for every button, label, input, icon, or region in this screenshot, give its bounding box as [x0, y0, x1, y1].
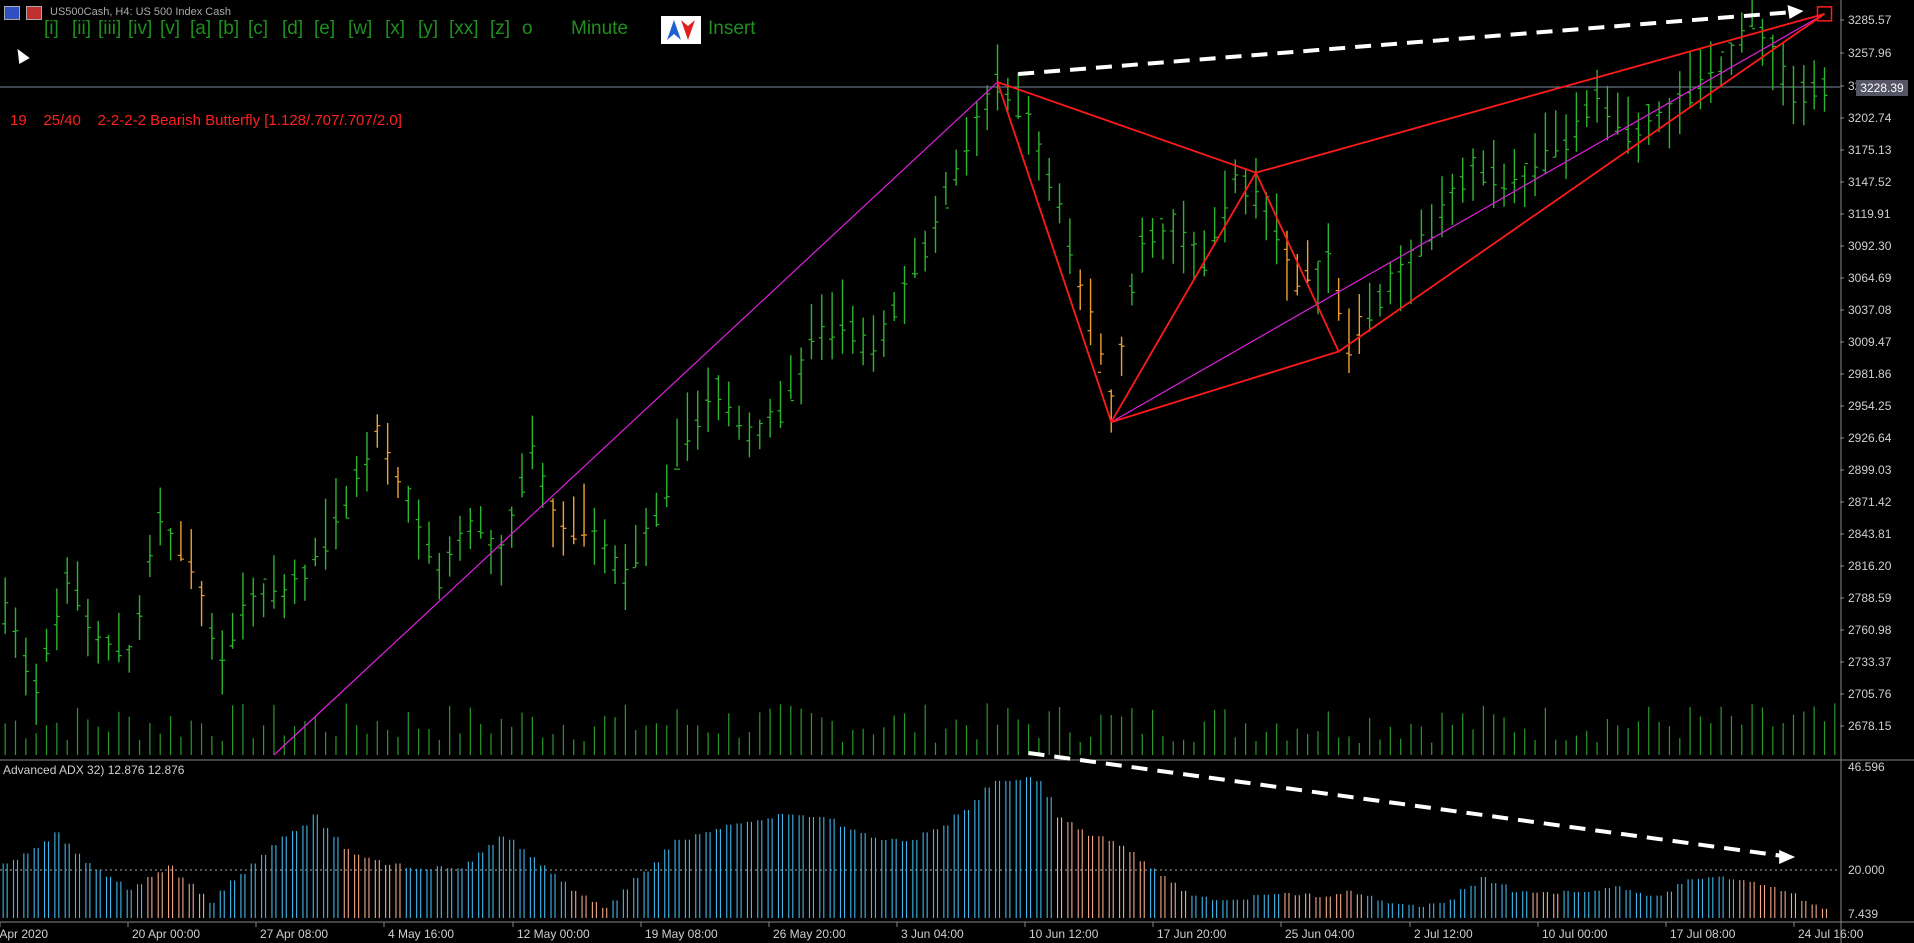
price-tick-label: 2788.59: [1848, 591, 1892, 605]
price-tick-label: 3202.74: [1848, 111, 1892, 125]
time-tick-label: 25 Jun 04:00: [1285, 927, 1355, 941]
price-tick-label: 2954.25: [1848, 399, 1892, 413]
insert-mode-icon[interactable]: [661, 16, 701, 44]
wave-label-button[interactable]: [w]: [348, 18, 373, 39]
time-tick-label: 26 May 20:00: [773, 927, 846, 941]
time-tick-label: 2 Jul 12:00: [1414, 927, 1473, 941]
wave-label-button[interactable]: [iii]: [98, 18, 122, 39]
pattern-label: 19 25/40 2-2-2-2 Bearish Butterfly [1.12…: [10, 112, 402, 129]
time-tick-label: 10 Jul 00:00: [1542, 927, 1608, 941]
time-tick-label: 10 Jun 12:00: [1029, 927, 1099, 941]
arrow-head-icon: [1787, 5, 1804, 19]
price-tick-label: 3257.96: [1848, 46, 1892, 60]
wave-label-button[interactable]: [b]: [218, 18, 240, 39]
window-title: US500Cash, H4: US 500 Index Cash: [50, 6, 231, 18]
wave-label-button[interactable]: [v]: [160, 18, 181, 39]
pattern-leg: [1338, 13, 1826, 353]
pattern-leg: [1110, 172, 1257, 423]
adx-tick-label: 20.000: [1848, 863, 1885, 877]
price-tick-label: 3064.69: [1848, 271, 1892, 285]
wave-label-button[interactable]: [xx]: [449, 18, 479, 39]
time-tick-label: 27 Apr 08:00: [260, 927, 328, 941]
chart-window-icon[interactable]: [4, 6, 20, 20]
wave-label-button[interactable]: [d]: [282, 18, 304, 39]
pattern-leg: [1255, 13, 1825, 174]
time-tick-label: 20 Apr 00:00: [132, 927, 200, 941]
wave-label-button[interactable]: [i]: [44, 18, 59, 39]
price-tick-label: 3285.57: [1848, 13, 1892, 27]
wave-label-button[interactable]: [z]: [490, 18, 511, 39]
pattern-leg: [1255, 172, 1340, 352]
price-tick-label: 3119.91: [1848, 207, 1891, 221]
price-tick-label: 3009.47: [1848, 335, 1892, 349]
wave-label-button[interactable]: [a]: [190, 18, 212, 39]
price-tick-label: 3147.52: [1848, 175, 1892, 189]
degree-label[interactable]: Minute: [571, 18, 629, 39]
price-tick-label: 2926.64: [1848, 431, 1892, 445]
price-tick-label: 3092.30: [1848, 239, 1892, 253]
time-tick-label: 4 May 16:00: [388, 927, 454, 941]
insert-mode-label[interactable]: Insert: [708, 18, 756, 39]
price-tick-label: 2843.81: [1848, 527, 1892, 541]
price-tick-label: 2981.86: [1848, 367, 1892, 381]
divergence-arrow-adx: [1028, 751, 1784, 858]
wave-toolbar: [i] [ii] [iii] [iv] [v] [a] [b] [c] [d] [e] [w] [x]…: [0, 0, 1840, 39]
time-tick-label: 17 Jul 08:00: [1670, 927, 1736, 941]
wave-label-button[interactable]: [ii]: [72, 18, 91, 39]
adx-tick-label: 7.439: [1848, 907, 1878, 921]
wave-label-button[interactable]: [y]: [418, 18, 439, 39]
wave-label-button[interactable]: o: [522, 18, 533, 39]
channel-line: [273, 81, 998, 756]
time-tick-label: 3 Jun 04:00: [901, 927, 964, 941]
pattern-leg: [1110, 350, 1339, 423]
price-tick-label: 2678.15: [1848, 719, 1892, 733]
price-tick-label: 2816.20: [1848, 559, 1892, 573]
price-tick-label: 2899.03: [1848, 463, 1892, 477]
time-tick-label: 17 Jun 20:00: [1157, 927, 1227, 941]
price-tick-label: 3037.08: [1848, 303, 1892, 317]
current-price-marker: 3228.39: [1856, 80, 1908, 96]
price-tick-label: 2733.37: [1848, 655, 1892, 669]
price-tick-label: 2760.98: [1848, 623, 1892, 637]
pattern-end-marker: [1816, 6, 1833, 22]
adx-tick-label: 46.596: [1848, 760, 1885, 774]
price-tick-label: 2705.76: [1848, 687, 1892, 701]
indicator-label: Advanced ADX 32) 12.876 12.876: [3, 763, 185, 777]
arrow-head-icon: [1779, 850, 1796, 864]
wave-label-button[interactable]: [c]: [248, 18, 269, 39]
price-tick-label: 2871.42: [1848, 495, 1892, 509]
price-tick-label: 3175.13: [1848, 143, 1892, 157]
time-tick-label: 19 May 08:00: [645, 927, 718, 941]
wave-label-button[interactable]: [e]: [314, 18, 336, 39]
wave-label-button[interactable]: [iv]: [128, 18, 153, 39]
wave-label-button[interactable]: [x]: [385, 18, 406, 39]
flag-icon[interactable]: [26, 6, 42, 20]
pattern-leg: [996, 81, 1113, 423]
pattern-leg: [997, 81, 1257, 174]
channel-line: [1110, 13, 1825, 423]
time-tick-label: 24 Jul 16:00: [1798, 927, 1864, 941]
time-tick-label: 12 May 00:00: [517, 927, 590, 941]
time-tick-label: 9 Apr 2020: [0, 927, 48, 941]
